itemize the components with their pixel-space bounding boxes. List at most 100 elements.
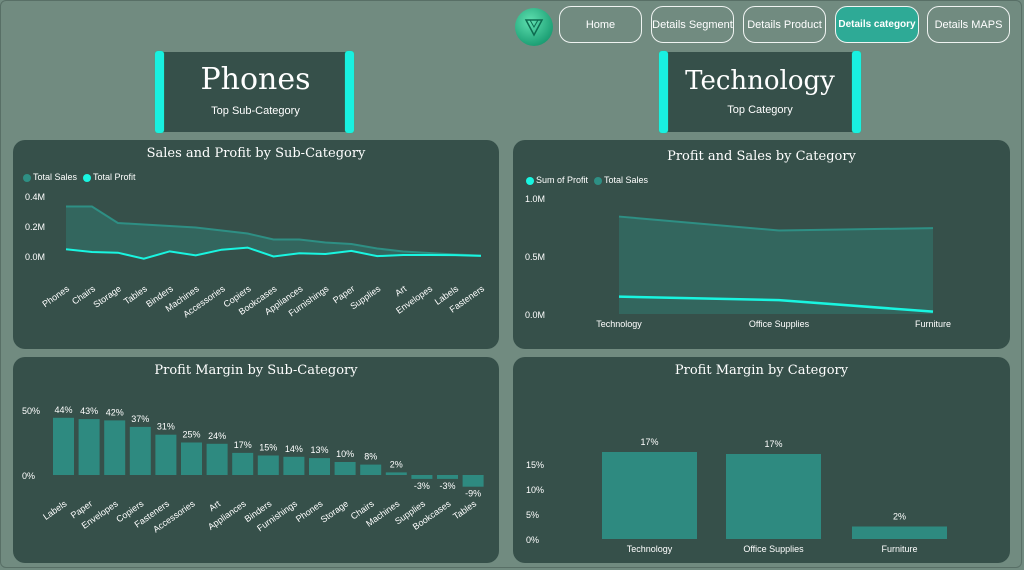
bar [155,434,177,475]
data-label: 24% [208,431,226,441]
y-tick-label: 0.2M [25,222,45,232]
nav-details-product-button[interactable]: Details Product [743,6,826,43]
chart-title: Profit Margin by Sub-Category [154,363,358,378]
legend-item[interactable]: Total Sales [23,172,77,182]
chart-legend: Sum of Profit Total Sales [526,175,648,185]
bar [53,417,74,475]
bar [360,464,382,475]
y-tick-label: 0.4M [25,192,45,202]
y-tick-label: 1.0M [525,194,545,204]
bar [385,472,407,475]
data-label: 17% [234,440,252,450]
logo-icon[interactable] [515,8,553,46]
data-label: 44% [54,405,72,415]
series-line-total-sales [66,205,482,257]
data-label: 14% [285,444,303,454]
bar [129,426,151,475]
x-tick-label: Art [207,498,223,513]
sales-area [619,216,933,314]
data-label: -9% [465,489,481,499]
x-tick-label: Supplies [348,283,382,311]
data-label: 13% [310,445,328,455]
top-subcategory-label: Top Sub-Category [211,105,300,117]
x-tick-label: Technology [627,544,673,554]
sales-profit-line-chart: 0.4M0.2M0.0MPhonesChairsStorageTablesBin… [25,192,487,319]
nav-details-segment-button[interactable]: Details Segment [651,6,734,43]
profit-sales-area-chart: 1.0M 0.5M 0.0M Technology Office Supplies Fur… [525,194,951,329]
nav-details-maps-button[interactable]: Details MAPS [927,6,1010,43]
series-line-sum-of-profit [618,295,934,313]
data-label: 17% [640,437,658,447]
bar [206,443,228,475]
bar [257,455,279,475]
bar [411,475,433,479]
data-label: 25% [182,430,200,440]
bar [462,475,484,487]
data-label: -3% [414,481,430,491]
series-line-total-profit [65,246,482,260]
x-tick-label: Labels [41,498,69,522]
data-label: -3% [439,481,455,491]
profit-sales-category-panel: Profit and Sales by Category Sum of Prof… [513,140,1010,349]
y-tick-label: 0.0M [525,310,545,320]
bar [726,454,821,539]
card-accent-bar [345,51,354,133]
profit-margin-category-panel: Profit Margin by Category 15% 10% 5% 0% 17% T… [513,357,1010,563]
series-line-total-sales [618,215,934,232]
profit-margin-category-bar-chart: 15% 10% 5% 0% 17% Technology 17% Office Supplie… [526,437,947,554]
x-tick-label: Furniture [881,544,917,554]
y-tick-label: 0% [526,535,539,545]
y-tick-label: 0.0M [25,252,45,262]
bar [283,456,305,475]
legend-item[interactable]: Total Sales [594,175,648,185]
bar [181,442,202,475]
profit-margin-subcategory-panel: Profit Margin by Sub-Category 50% 0% 44% La… [13,357,499,563]
y-tick-label: 5% [526,510,539,520]
sales-area [66,206,481,259]
card-accent-bar [155,51,164,133]
data-label: 2% [893,512,906,522]
card-accent-bar [659,51,668,133]
bar [232,452,254,475]
bar [437,475,458,479]
data-label: 43% [80,406,98,416]
x-tick-label: Storage [91,283,123,309]
sales-profit-subcategory-panel: Sales and Profit by Sub-Category Total S… [13,140,499,349]
data-label: 15% [259,443,277,453]
nav-details-category-button[interactable]: Details category [835,6,919,43]
chart-title: Profit and Sales by Category [667,149,856,164]
bar [852,526,947,539]
top-category-label: Top Category [727,104,793,116]
y-tick-label: 0% [22,471,35,481]
chart-legend: Total Sales Total Profit [23,172,136,182]
x-tick-label: Phones [40,283,71,309]
bar [104,420,126,475]
data-label: 37% [131,414,149,424]
chart-title: Profit Margin by Category [674,363,849,378]
top-category-card: Technology Top Category [666,52,854,132]
y-tick-label: 0.5M [525,252,545,262]
x-tick-label: Office Supplies [743,544,804,554]
bar [309,458,330,475]
card-accent-bar [852,51,861,133]
x-tick-label: Furniture [915,319,951,329]
x-tick-label: Tables [451,498,478,521]
top-subcategory-value: Phones [200,62,311,97]
legend-item[interactable]: Total Profit [83,172,136,182]
profit-margin-subcategory-bar-chart: 50%0%44%Labels43%Paper42%Envelopes37%Cop… [22,405,484,534]
data-label: 8% [364,452,377,462]
y-tick-label: 15% [526,460,544,470]
y-tick-label: 10% [526,485,544,495]
nav-home-button[interactable]: Home [559,6,642,43]
y-tick-label: 50% [22,406,40,416]
top-subcategory-card: Phones Top Sub-Category [163,52,348,132]
data-label: 31% [157,422,175,432]
top-category-value: Technology [685,66,835,96]
bar [334,462,356,475]
x-tick-label: Storage [319,498,351,524]
legend-item[interactable]: Sum of Profit [526,175,588,185]
bar [602,452,697,539]
data-label: 2% [390,459,403,469]
x-tick-label: Office Supplies [749,319,810,329]
